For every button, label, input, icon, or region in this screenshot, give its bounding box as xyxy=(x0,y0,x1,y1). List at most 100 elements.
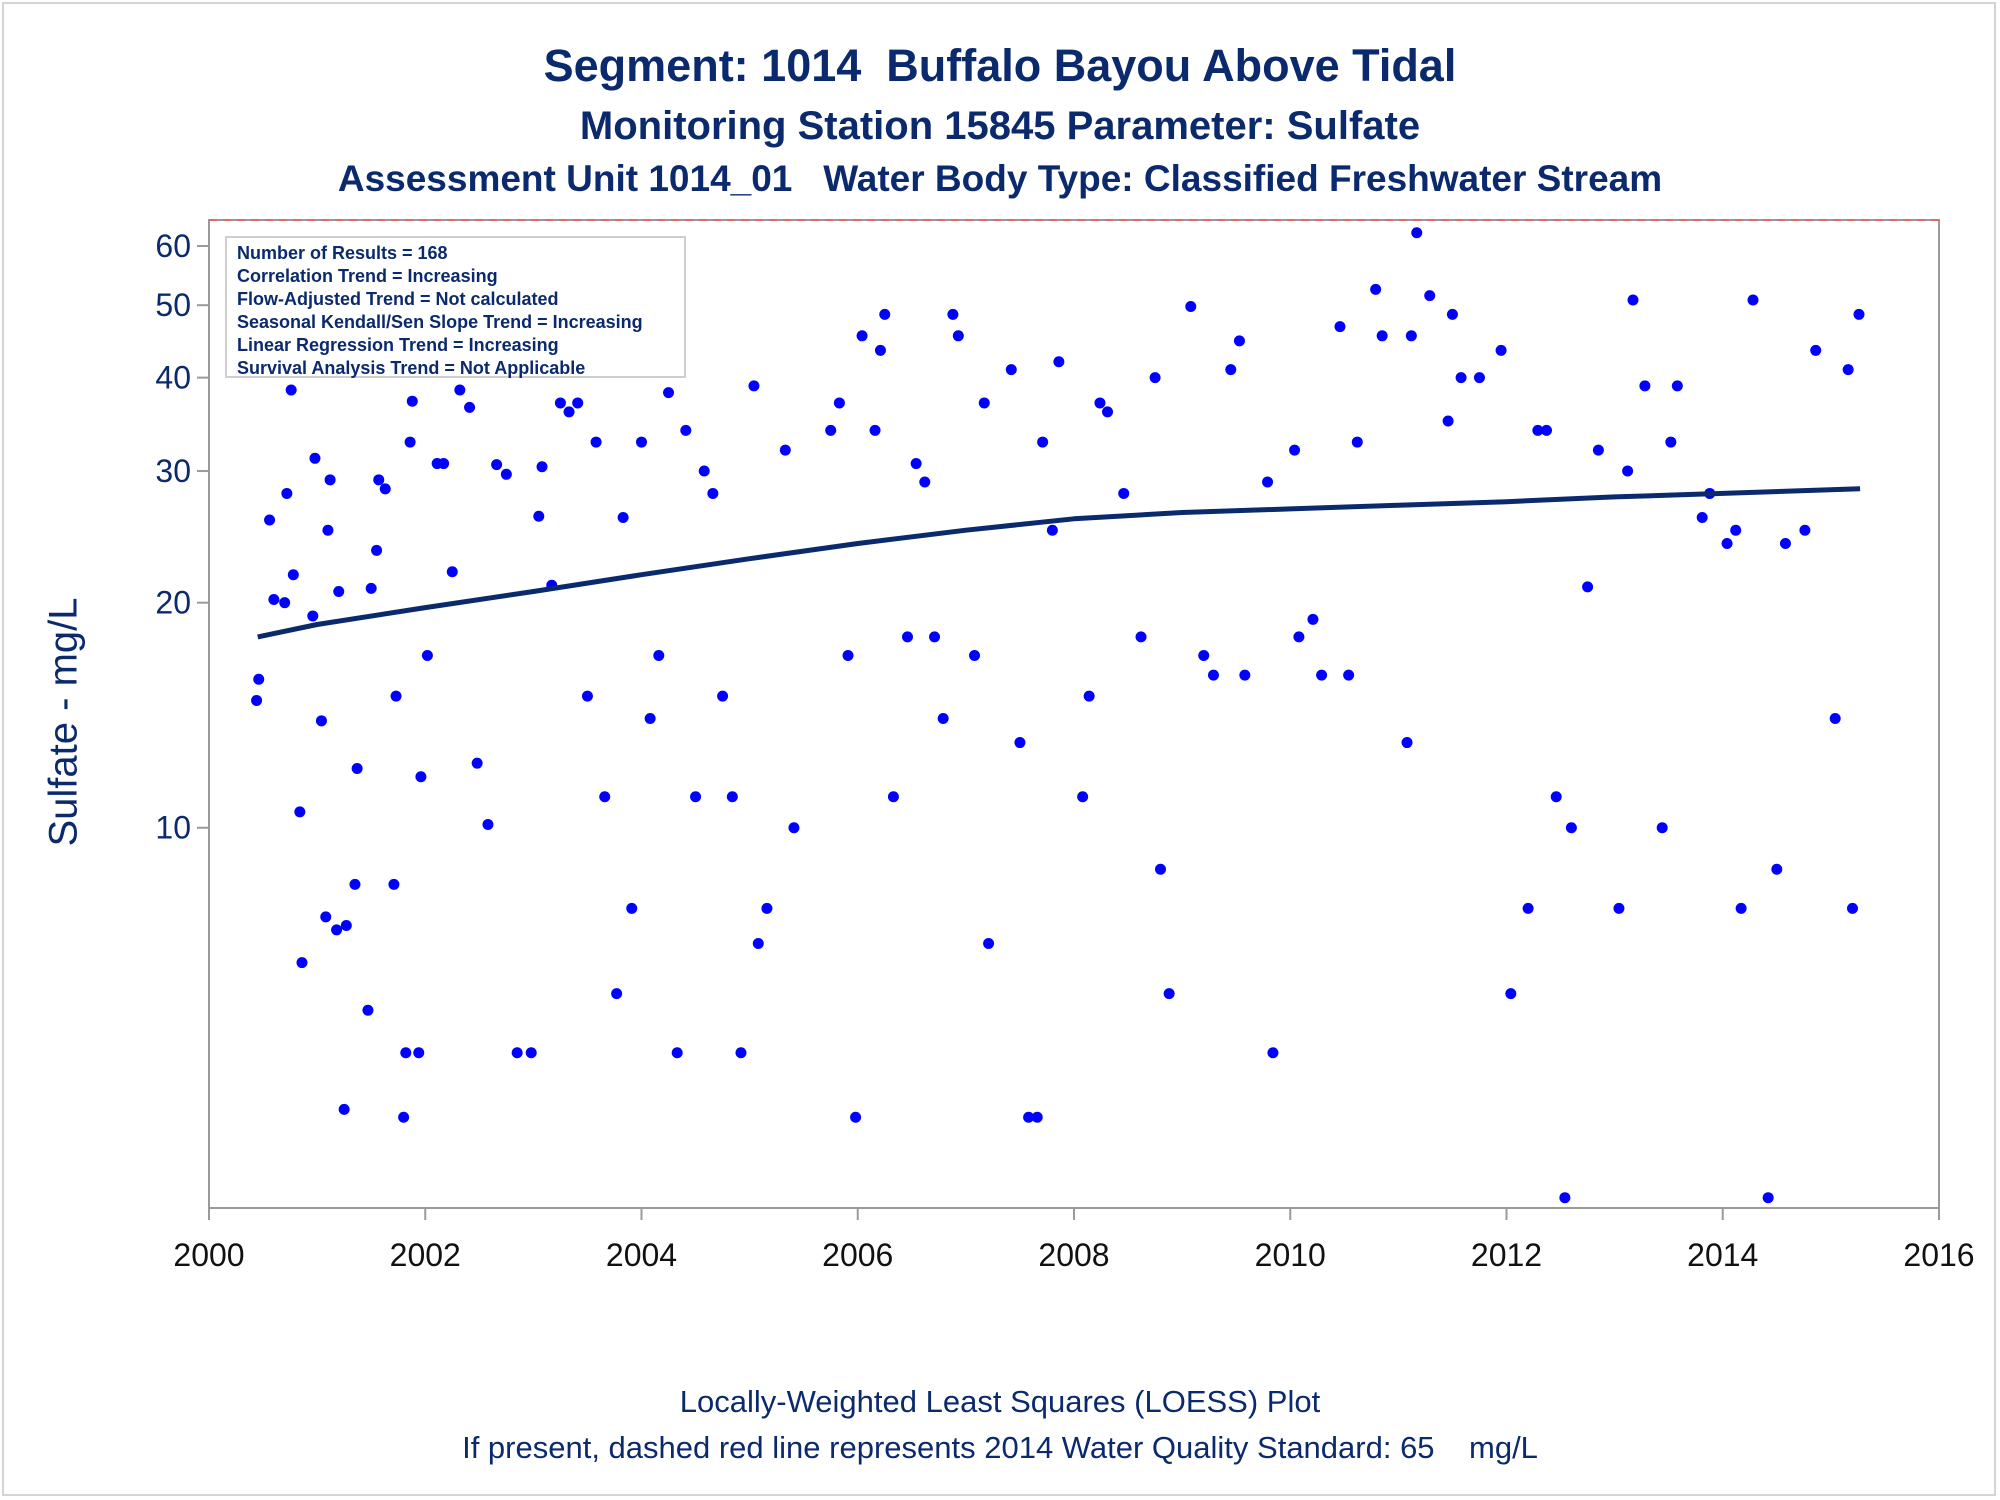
data-point xyxy=(281,487,293,499)
y-tick-label: 30 xyxy=(155,453,191,489)
data-point xyxy=(761,902,773,914)
data-point xyxy=(446,566,458,578)
data-point xyxy=(320,911,332,923)
data-point xyxy=(1665,436,1677,448)
data-point xyxy=(398,1111,410,1123)
data-point xyxy=(1351,436,1363,448)
stat-linear-regression-trend: Linear Regression Trend = Increasing xyxy=(237,335,559,355)
x-tick-label: 2016 xyxy=(1903,1237,1974,1273)
data-point xyxy=(1135,631,1147,643)
chart-title: Segment: 1014 Buffalo Bayou Above Tidal xyxy=(543,40,1457,91)
data-point xyxy=(1541,424,1553,436)
data-point xyxy=(910,458,922,470)
data-point xyxy=(533,510,545,522)
data-point xyxy=(500,468,512,480)
data-point xyxy=(1334,321,1346,333)
data-point xyxy=(287,569,299,581)
data-point xyxy=(869,424,881,436)
stat-flow-adjusted-trend: Flow-Adjusted Trend = Not calculated xyxy=(237,289,559,309)
data-point xyxy=(471,757,483,769)
data-point xyxy=(1446,308,1458,320)
data-point xyxy=(413,1047,425,1059)
data-point xyxy=(644,712,656,724)
data-point xyxy=(599,791,611,803)
data-point xyxy=(1473,372,1485,384)
data-point xyxy=(983,938,995,950)
data-point xyxy=(1053,356,1065,368)
data-point xyxy=(264,514,276,526)
data-point xyxy=(1198,649,1210,661)
data-point xyxy=(825,424,837,436)
data-point xyxy=(1155,863,1166,875)
data-point xyxy=(340,920,352,932)
data-point xyxy=(365,582,377,594)
data-point xyxy=(1343,669,1355,681)
data-point xyxy=(636,436,647,448)
data-point xyxy=(1405,330,1417,342)
data-point xyxy=(735,1047,747,1059)
data-point xyxy=(856,330,868,342)
data-point xyxy=(296,957,308,969)
data-point xyxy=(874,344,886,356)
data-point xyxy=(842,649,854,661)
data-point xyxy=(1442,415,1454,427)
data-point xyxy=(1730,524,1742,536)
data-point xyxy=(887,791,899,803)
data-point xyxy=(525,1047,537,1059)
data-point xyxy=(1163,988,1175,1000)
data-point xyxy=(1014,737,1026,749)
data-point xyxy=(1735,902,1747,914)
data-point xyxy=(1565,822,1577,834)
x-tick-label: 2006 xyxy=(822,1237,893,1273)
stat-seasonal-kendall-trend: Seasonal Kendall/Sen Slope Trend = Incre… xyxy=(237,312,643,332)
data-point xyxy=(388,878,400,890)
stat-survival-analysis-trend: Survival Analysis Trend = Not Applicable xyxy=(237,358,586,378)
data-point xyxy=(1747,294,1759,306)
data-point xyxy=(454,384,466,396)
data-point xyxy=(351,763,363,775)
data-point xyxy=(333,586,345,598)
data-point xyxy=(251,694,263,706)
data-point xyxy=(653,649,665,661)
stat-correlation-trend: Correlation Trend = Increasing xyxy=(237,266,498,286)
data-point xyxy=(850,1111,862,1123)
data-point xyxy=(324,474,336,486)
data-point xyxy=(1771,863,1783,875)
data-point xyxy=(390,690,402,702)
y-tick-label: 20 xyxy=(155,585,191,621)
data-point xyxy=(482,819,494,831)
data-point xyxy=(1799,524,1811,536)
data-point xyxy=(315,715,327,727)
chart-subtitle-2: Assessment Unit 1014_01 Water Body Type:… xyxy=(337,158,1663,199)
data-point xyxy=(1307,613,1319,625)
data-point xyxy=(400,1047,412,1059)
y-tick-label: 10 xyxy=(155,810,191,846)
data-point xyxy=(268,593,280,605)
data-point xyxy=(1559,1192,1571,1204)
data-point xyxy=(1316,669,1328,681)
data-point xyxy=(554,397,566,409)
data-point xyxy=(1185,300,1197,312)
data-point xyxy=(438,458,450,470)
data-point xyxy=(1639,380,1651,392)
data-point xyxy=(1005,364,1017,376)
x-tick-label: 2002 xyxy=(390,1237,461,1273)
data-point xyxy=(1094,397,1106,409)
data-point xyxy=(969,649,981,661)
data-point xyxy=(726,791,738,803)
data-point xyxy=(901,631,913,643)
data-point xyxy=(1225,364,1237,376)
data-point xyxy=(1083,690,1095,702)
data-point xyxy=(929,631,941,643)
data-point xyxy=(1455,372,1467,384)
x-tick-label: 2008 xyxy=(1038,1237,1109,1273)
data-point xyxy=(1037,436,1049,448)
data-point xyxy=(833,397,845,409)
x-tick-label: 2014 xyxy=(1687,1237,1758,1273)
data-point xyxy=(947,308,959,320)
data-point xyxy=(690,791,702,803)
data-point xyxy=(1293,631,1305,643)
data-point xyxy=(879,308,891,320)
data-point xyxy=(371,544,383,556)
data-point xyxy=(491,459,503,471)
